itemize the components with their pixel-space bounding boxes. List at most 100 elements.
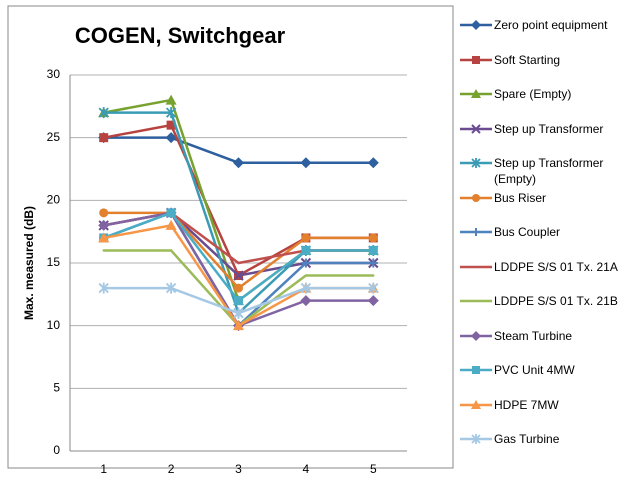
legend-swatch: [460, 55, 492, 64]
marker: [471, 330, 481, 341]
marker: [471, 123, 481, 134]
marker: [471, 20, 481, 30]
legend-item: Step up Transformer (Empty): [458, 155, 628, 187]
y-tick-label: 0: [53, 443, 60, 457]
legend-item: PVC Unit 4MW: [458, 362, 628, 378]
legend-swatch: [460, 193, 492, 202]
marker: [166, 208, 176, 218]
legend-swatch: [460, 158, 492, 168]
x-tick-label: 5: [370, 462, 377, 476]
legend-item: Steam Turbine: [458, 328, 628, 344]
legend-swatch: [460, 399, 492, 409]
chart-title: COGEN, Switchgear: [75, 23, 286, 48]
legend-label: Gas Turbine: [494, 432, 560, 446]
marker: [367, 295, 379, 307]
marker: [99, 133, 109, 143]
marker: [98, 282, 109, 294]
legend-label: PVC Unit 4MW: [494, 363, 575, 377]
marker: [98, 232, 110, 243]
y-tick-label: 5: [53, 381, 60, 395]
legend-swatch: [460, 299, 492, 303]
marker: [368, 282, 379, 294]
legend-label: HDPE 7MW: [494, 397, 559, 412]
marker: [165, 282, 177, 294]
legend-swatch: [460, 330, 492, 341]
legend-swatch: [460, 265, 492, 268]
legend-label: Step up Transformer (Empty): [494, 156, 604, 186]
point: [237, 261, 240, 265]
marker: [472, 193, 480, 202]
legend-item: Spare (Empty): [458, 86, 628, 102]
legend-swatch: [460, 123, 492, 134]
marker: [367, 157, 379, 169]
marker: [472, 55, 480, 64]
legend-label: Soft Starting: [494, 52, 561, 67]
y-tick-label: 25: [47, 130, 61, 144]
marker: [301, 258, 311, 268]
legend-label: Bus Coupler: [494, 225, 561, 239]
legend-swatch: [460, 366, 492, 374]
marker: [300, 295, 312, 307]
legend-item: Soft Starting: [458, 52, 628, 68]
legend-label: Bus Riser: [494, 190, 547, 205]
legend-label: Steam Turbine: [494, 328, 573, 343]
point: [102, 249, 105, 252]
point: [304, 274, 308, 277]
legend-label: Zero point equipment: [494, 18, 608, 32]
legend-label: Spare (Empty): [494, 87, 572, 101]
point: [169, 249, 173, 252]
legend-label: LDDPE S/S 01 Tx. 21A: [494, 259, 618, 274]
marker: [471, 89, 481, 98]
marker: [301, 245, 311, 255]
marker: [166, 120, 176, 130]
marker: [165, 94, 177, 105]
marker: [165, 107, 177, 119]
marker: [301, 233, 311, 243]
marker: [368, 245, 378, 255]
legend-item: LDDPE S/S 01 Tx. 21A: [458, 259, 628, 275]
legend-item: HDPE 7MW: [458, 397, 628, 413]
marker: [472, 366, 480, 374]
legend-item: Gas Turbine: [458, 431, 628, 447]
x-tick-label: 2: [168, 462, 175, 476]
marker: [98, 219, 110, 231]
marker: [472, 228, 480, 236]
marker: [233, 307, 244, 319]
legend-item: Bus Riser: [458, 190, 628, 206]
legend-swatch: [460, 89, 492, 98]
y-tick-label: 30: [47, 67, 61, 81]
y-tick-label: 10: [47, 318, 61, 332]
legend-swatch: [460, 228, 492, 236]
y-tick-label: 15: [47, 255, 61, 269]
legend-swatch: [460, 20, 492, 30]
x-tick-label: 1: [100, 462, 107, 476]
x-tick-label: 4: [303, 462, 310, 476]
marker: [471, 434, 481, 444]
legend-swatch: [460, 434, 492, 444]
marker: [165, 132, 177, 144]
legend-label: Step up Transformer: [494, 121, 604, 136]
marker: [233, 320, 244, 331]
legend-label: LDDPE S/S 01 Tx. 21B: [494, 294, 618, 308]
legend-item: Zero point equipment: [458, 17, 628, 33]
legend-item: LDDPE S/S 01 Tx. 21B: [458, 293, 628, 309]
legend-item: Step up Transformer: [458, 121, 628, 137]
marker: [234, 296, 243, 306]
marker: [233, 270, 244, 281]
point: [372, 274, 375, 277]
marker: [471, 158, 481, 168]
marker: [233, 157, 244, 169]
marker: [98, 107, 109, 119]
x-tick-label: 3: [235, 462, 242, 476]
y-tick-label: 20: [47, 193, 61, 207]
marker: [300, 282, 312, 294]
y-axis-label: Max. measured (dB): [22, 206, 36, 320]
marker: [471, 399, 481, 409]
marker: [99, 208, 109, 218]
marker: [300, 157, 312, 169]
legend-item: Bus Coupler: [458, 224, 628, 240]
plot-frame: [7, 5, 454, 469]
marker: [368, 258, 378, 268]
